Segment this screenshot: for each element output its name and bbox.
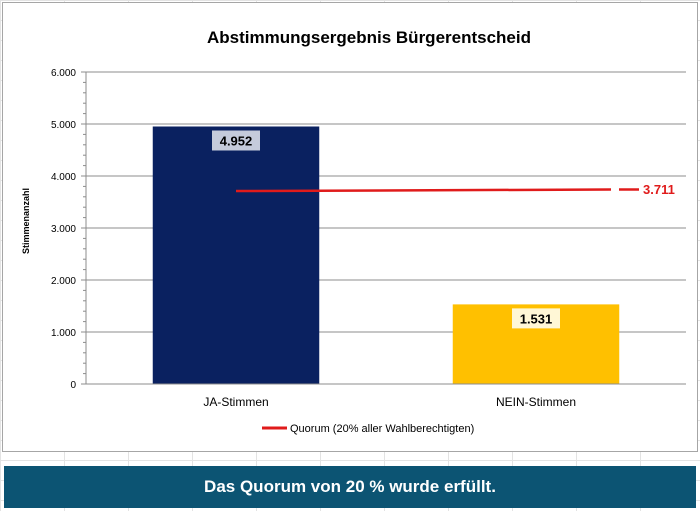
bar-chart: Abstimmungsergebnis Bürgerentscheid Stim… <box>21 28 686 435</box>
chart-title: Abstimmungsergebnis Bürgerentscheid <box>207 28 531 47</box>
y-tick-label: 4.000 <box>51 172 76 183</box>
y-tick-label: 0 <box>70 380 76 391</box>
y-axis-label: Stimmenanzahl <box>21 188 31 254</box>
data-label-box <box>512 308 560 329</box>
axes <box>81 71 686 385</box>
legend-label-quorum: Quorum (20% aller Wahlberechtigten) <box>290 423 474 435</box>
bars <box>152 126 639 384</box>
y-tick-label: 1.000 <box>51 328 76 339</box>
bar-ja-stimmen <box>152 126 320 384</box>
legend: Quorum (20% aller Wahlberechtigten) <box>262 423 474 435</box>
labels: 0 1.000 2.000 3.000 4.000 5.000 6.000 JA-Stimme… <box>51 68 675 409</box>
y-tick-label: 5.000 <box>51 120 76 131</box>
quorum-line <box>235 188 612 193</box>
chart-area[interactable]: Abstimmungsergebnis Bürgerentscheid Stim… <box>2 2 698 452</box>
y-tick-label: 2.000 <box>51 276 76 287</box>
quorum-value-label: 3.711 <box>643 182 675 197</box>
result-banner: Das Quorum von 20 % wurde erfüllt. <box>4 466 696 508</box>
category-label: NEIN-Stimmen <box>496 395 576 409</box>
y-tick-label: 3.000 <box>51 224 76 235</box>
data-label-box <box>212 130 260 151</box>
data-label: 4.952 <box>220 133 253 148</box>
data-label: 1.531 <box>520 311 553 326</box>
category-label: JA-Stimmen <box>203 395 268 409</box>
y-tick-label: 6.000 <box>51 68 76 79</box>
